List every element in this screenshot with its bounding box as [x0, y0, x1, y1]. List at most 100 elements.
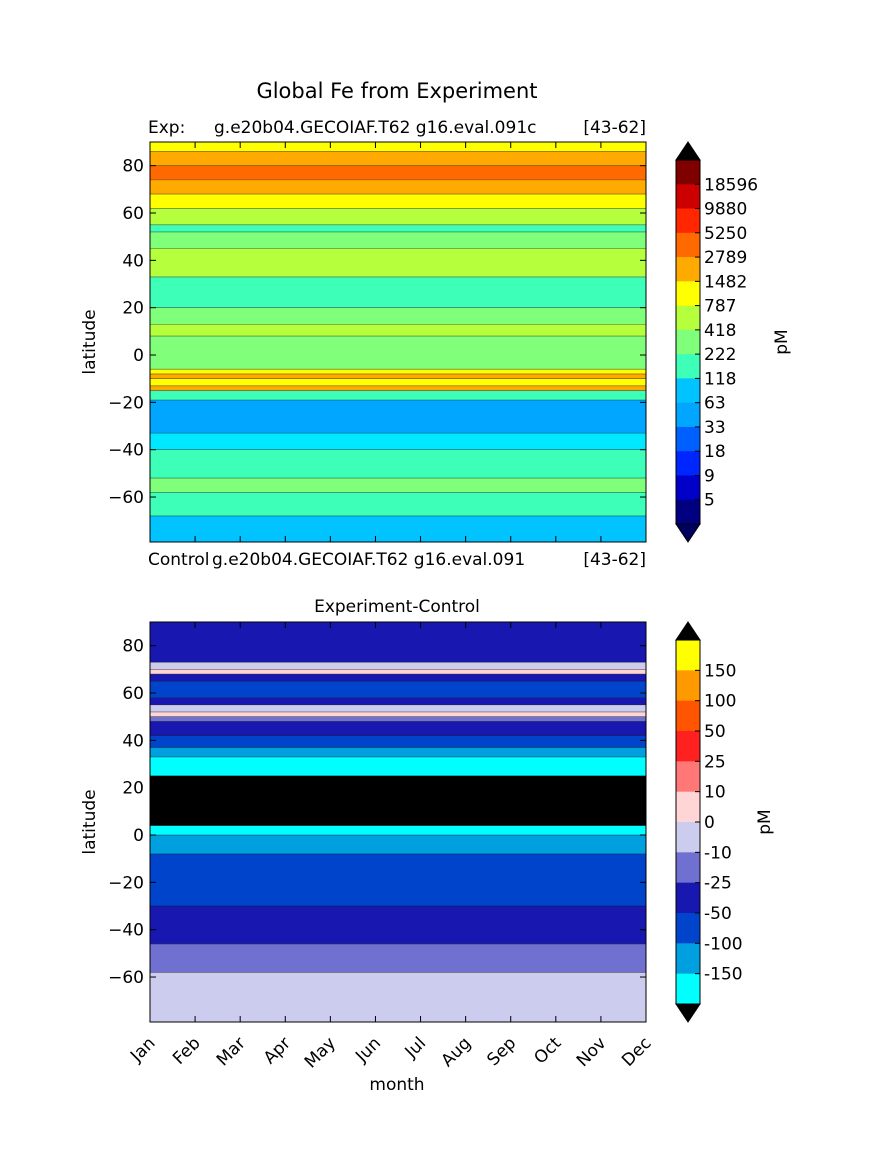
colorbar-tick-label: 50: [704, 722, 726, 742]
colorbar-swatch: [676, 882, 700, 914]
contour-band: [150, 622, 646, 663]
contour-band: [150, 478, 646, 493]
contour-band: [150, 721, 646, 736]
colorbar-swatch: [676, 232, 700, 258]
colorbar: 18596 9880 5250 2789 1482 787 418 222 118 63 33 18 9…: [675, 141, 758, 543]
contour-band: [150, 747, 646, 757]
contour-band: [150, 735, 646, 748]
contour-band: [150, 433, 646, 450]
x-tick-label: Aug: [438, 1033, 476, 1071]
x-tick-label: Jul: [401, 1033, 430, 1062]
y-tick-label: −60: [108, 968, 144, 988]
colorbar-swatch: [676, 305, 700, 331]
colorbar-tick-label: 100: [704, 692, 736, 712]
y-tick-label: −60: [108, 488, 144, 508]
contour-band: [150, 674, 646, 682]
x-tick-label: May: [301, 1033, 340, 1072]
colorbar-swatch: [676, 354, 700, 379]
colorbar-tick-label: -50: [704, 904, 732, 924]
colorbar-tick-label: 25: [704, 752, 726, 772]
contour-band: [150, 390, 646, 400]
colorbar-tick-label: 1482: [704, 272, 747, 292]
colorbar-extend-bottom: [675, 1003, 701, 1023]
colorbar-tick-label: 18596: [704, 175, 758, 195]
contour-band: [150, 704, 646, 712]
colorbar-swatch: [676, 426, 700, 452]
colorbar-tick-label: 63: [704, 394, 726, 414]
contour-band: [150, 194, 646, 209]
y-tick-label: 80: [122, 637, 144, 657]
figure-title: Global Fe from Experiment: [256, 79, 537, 103]
contour-band: [150, 179, 646, 195]
control-title-right: [43-62]: [583, 550, 646, 570]
colorbar-swatch: [676, 791, 700, 823]
y-tick-label: 0: [133, 826, 144, 846]
contour-band: [150, 669, 646, 675]
colorbar-swatch: [676, 943, 700, 975]
y-tick-label: 80: [122, 157, 144, 177]
control-label: Control: [148, 550, 209, 570]
colorbar-swatch: [676, 160, 700, 185]
y-tick-label: 60: [122, 204, 144, 224]
colorbar-tick-label: 33: [704, 418, 726, 438]
contour-band: [150, 972, 646, 1022]
contour-band: [150, 324, 646, 337]
contour-band: [150, 853, 646, 907]
contour-band: [150, 336, 646, 370]
colorbar-swatch: [676, 499, 700, 525]
colorbar-tick-label: 9: [704, 466, 715, 486]
colorbar-swatch: [676, 913, 700, 944]
contour-band: [150, 716, 646, 722]
x-tick-label: Jun: [351, 1033, 385, 1067]
colorbar-tick-label: -100: [704, 934, 743, 954]
plot-frame: [149, 141, 647, 543]
top-colorbar-label: pM: [772, 329, 792, 354]
contour-band: [150, 369, 646, 374]
colorbar-tick-label: 0: [704, 813, 715, 833]
contour-band: [150, 385, 646, 391]
colorbar-tick-label: 787: [704, 297, 736, 317]
colorbar-tick-label: 2789: [704, 248, 747, 268]
y-tick-label: −40: [108, 921, 144, 941]
colorbar-extend-top: [675, 141, 701, 161]
y-tick-label: 40: [122, 251, 144, 271]
colorbar-extend-top: [675, 621, 701, 641]
colorbar-swatch: [676, 822, 700, 853]
contour-band: [150, 825, 646, 836]
contour-band: [150, 835, 646, 854]
contour-band: [150, 208, 646, 225]
contour-band: [150, 248, 646, 277]
y-tick-label: −20: [108, 393, 144, 413]
top-ylabel: latitude: [80, 309, 100, 374]
contour-band: [150, 756, 646, 776]
contour-band: [150, 142, 646, 152]
colorbar-tick-label: 150: [704, 661, 736, 681]
top-title-center: g.e20b04.GECOIAF.T62 g16.eval.091c: [214, 118, 536, 138]
colorbar-tick-label: 222: [704, 345, 736, 365]
panel-bottom: 80 60 40 20 0 −20 −40 −60 Jan Feb Mar Apr May Jun Jul A…: [108, 621, 743, 1072]
colorbar-swatch: [676, 257, 700, 282]
y-tick-label: 20: [122, 299, 144, 319]
contour-bands: [150, 622, 646, 1022]
colorbar-tick-label: 18: [704, 442, 726, 462]
contour-band: [150, 662, 646, 670]
colorbar-swatch: [676, 208, 700, 234]
colorbar-tick-label: -25: [704, 874, 732, 894]
contour-bands: [150, 142, 646, 542]
colorbar-tick-label: -150: [704, 965, 743, 985]
panel-top: 80 60 40 20 0 −20 −40 −60 18596 9880 5250 2789 1482 7…: [108, 141, 758, 543]
colorbar-frame: [675, 159, 701, 525]
x-tick-label: Dec: [618, 1033, 655, 1070]
colorbar-swatch: [676, 640, 700, 671]
bottom-title: Experiment-Control: [314, 597, 480, 617]
colorbar-swatch: [676, 475, 700, 501]
colorbar-swatch: [676, 761, 700, 793]
x-tick-label: Jan: [126, 1033, 159, 1066]
bottom-xlabel: month: [369, 1075, 424, 1095]
bottom-ylabel: latitude: [80, 789, 100, 854]
colorbar-swatch: [676, 973, 700, 1005]
contour-band: [150, 276, 646, 308]
contour-band: [150, 165, 646, 180]
